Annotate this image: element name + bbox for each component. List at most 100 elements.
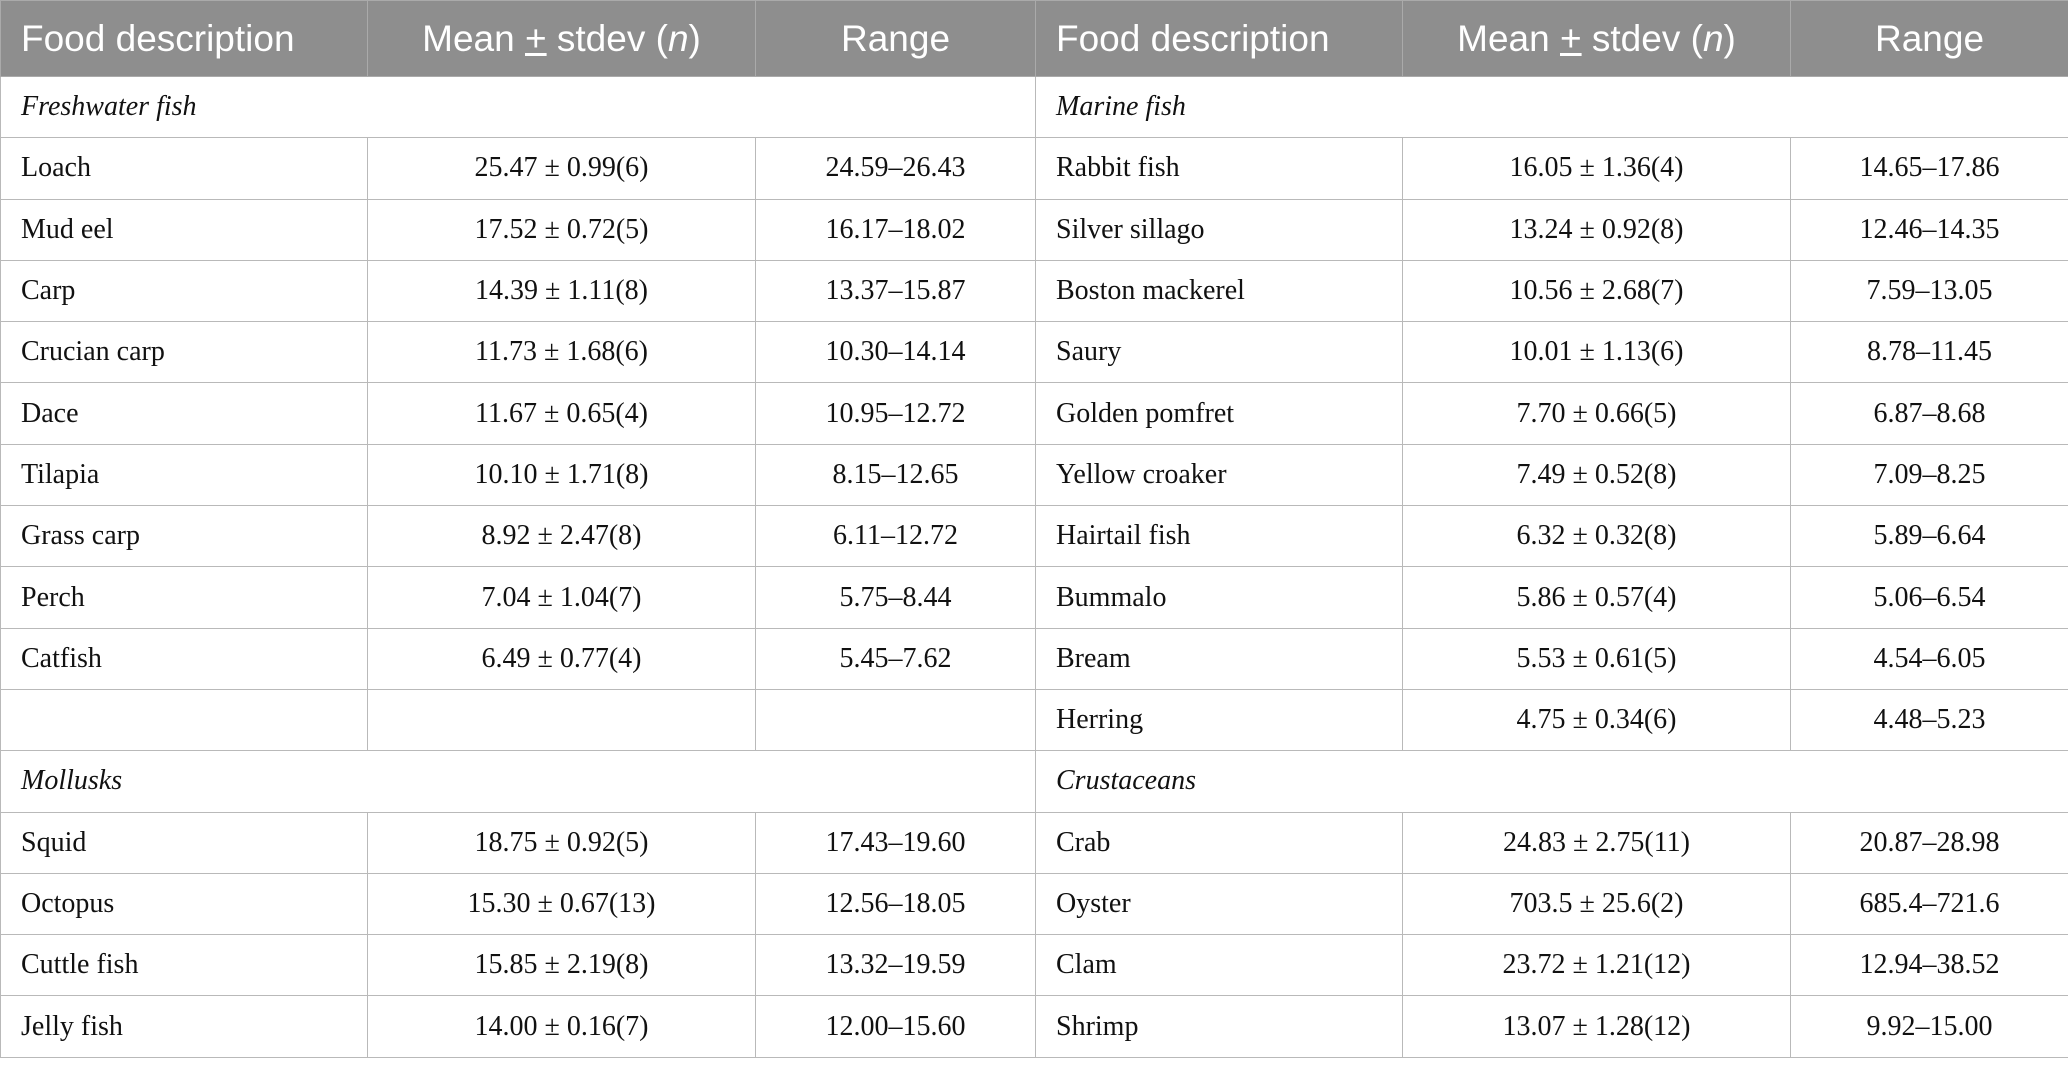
- header-row: Food description Mean + stdev (n) Range …: [0, 0, 2068, 77]
- right-food-name-cell: Crab: [1035, 811, 1403, 874]
- left-range-cell: 8.15–12.65: [755, 443, 1036, 507]
- left-food-name-cell: Perch: [0, 566, 368, 629]
- right-range-cell: 5.89–6.64: [1790, 505, 2068, 568]
- left-food-name-cell: Dace: [0, 382, 368, 445]
- left-mean-stdev-cell: 17.52 ± 0.72(5): [367, 198, 756, 261]
- left-mean-stdev-cell: 18.75 ± 0.92(5): [367, 811, 756, 874]
- table-row: Perch 7.04 ± 1.04(7) 5.75–8.44 Bummalo 5.86 …: [0, 566, 2068, 629]
- right-range-cell: 6.87–8.68: [1790, 382, 2068, 445]
- table-row: Tilapia 10.10 ± 1.71(8) 8.15–12.65 Yellow c…: [0, 443, 2068, 507]
- right-mean-stdev-cell: 10.01 ± 1.13(6): [1402, 321, 1791, 384]
- left-range-cell: 5.45–7.62: [755, 627, 1036, 690]
- header-food-description: Food description: [1035, 0, 1403, 77]
- table-row: Grass carp 8.92 ± 2.47(8) 6.11–12.72 Hairta…: [0, 505, 2068, 568]
- left-range-cell: 10.30–14.14: [755, 321, 1036, 384]
- left-mean-stdev-cell: 15.30 ± 0.67(13): [367, 872, 756, 936]
- right-mean-stdev-cell: 6.32 ± 0.32(8): [1402, 505, 1791, 568]
- right-food-name-cell: Bummalo: [1035, 566, 1403, 629]
- left-food-name-cell: Jelly fish: [0, 995, 368, 1058]
- right-range-cell: 20.87–28.98: [1790, 811, 2068, 874]
- table-row: Jelly fish 14.00 ± 0.16(7) 12.00–15.60 Shri…: [0, 995, 2068, 1058]
- left-mean-stdev-cell: 25.47 ± 0.99(6): [367, 137, 756, 200]
- category-row: Mollusks Crustaceans: [0, 750, 2068, 813]
- header-mean-stdev: Mean + stdev (n): [1402, 0, 1791, 77]
- left-mean-stdev-cell: 7.04 ± 1.04(7): [367, 566, 756, 629]
- right-range-cell: 4.48–5.23: [1790, 688, 2068, 752]
- right-mean-stdev-cell: 13.07 ± 1.28(12): [1402, 995, 1791, 1058]
- left-food-name-cell: Octopus: [0, 872, 368, 936]
- right-range-cell: 9.92–15.00: [1790, 995, 2068, 1058]
- header-food-description: Food description: [0, 0, 368, 77]
- right-mean-stdev-cell: 16.05 ± 1.36(4): [1402, 137, 1791, 200]
- right-food-name-cell: Shrimp: [1035, 995, 1403, 1058]
- table-row: Octopus 15.30 ± 0.67(13) 12.56–18.05 Oyster…: [0, 872, 2068, 936]
- left-mean-stdev-cell: [367, 688, 756, 752]
- left-food-name-cell: Mud eel: [0, 198, 368, 261]
- header-range: Range: [1790, 0, 2068, 77]
- left-range-cell: 12.00–15.60: [755, 995, 1036, 1058]
- right-food-name-cell: Saury: [1035, 321, 1403, 384]
- left-range-cell: 16.17–18.02: [755, 198, 1036, 261]
- left-mean-stdev-cell: 11.67 ± 0.65(4): [367, 382, 756, 445]
- left-range-cell: 13.37–15.87: [755, 259, 1036, 323]
- left-food-name-cell: Tilapia: [0, 443, 368, 507]
- table-row: Cuttle fish 15.85 ± 2.19(8) 13.32–19.59 Cla…: [0, 934, 2068, 997]
- right-food-name-cell: Rabbit fish: [1035, 137, 1403, 200]
- left-food-name-cell: Carp: [0, 259, 368, 323]
- right-mean-stdev-cell: 7.70 ± 0.66(5): [1402, 382, 1791, 445]
- left-food-name-cell: Loach: [0, 137, 368, 200]
- right-food-name-cell: Yellow croaker: [1035, 443, 1403, 507]
- right-food-name-cell: Bream: [1035, 627, 1403, 690]
- right-category-label: Marine fish: [1035, 75, 2068, 139]
- left-range-cell: 5.75–8.44: [755, 566, 1036, 629]
- right-range-cell: 12.46–14.35: [1790, 198, 2068, 261]
- left-food-name-cell: Squid: [0, 811, 368, 874]
- table-row: Mud eel 17.52 ± 0.72(5) 16.17–18.02 Silver …: [0, 198, 2068, 261]
- left-mean-stdev-cell: 6.49 ± 0.77(4): [367, 627, 756, 690]
- left-food-name-cell: Crucian carp: [0, 321, 368, 384]
- right-range-cell: 14.65–17.86: [1790, 137, 2068, 200]
- left-category-label: Mollusks: [0, 750, 1036, 813]
- right-range-cell: 685.4–721.6: [1790, 872, 2068, 936]
- left-mean-stdev-cell: 15.85 ± 2.19(8): [367, 934, 756, 997]
- table-row: Dace 11.67 ± 0.65(4) 10.95–12.72 Golden pom…: [0, 382, 2068, 445]
- left-range-cell: 24.59–26.43: [755, 137, 1036, 200]
- right-mean-stdev-cell: 10.56 ± 2.68(7): [1402, 259, 1791, 323]
- right-range-cell: 12.94–38.52: [1790, 934, 2068, 997]
- left-mean-stdev-cell: 8.92 ± 2.47(8): [367, 505, 756, 568]
- right-mean-stdev-cell: 5.86 ± 0.57(4): [1402, 566, 1791, 629]
- header-mean-stdev: Mean + stdev (n): [367, 0, 756, 77]
- right-range-cell: 5.06–6.54: [1790, 566, 2068, 629]
- table-row: Crucian carp 11.73 ± 1.68(6) 10.30–14.14 Sa…: [0, 321, 2068, 384]
- table-row: Catfish 6.49 ± 0.77(4) 5.45–7.62 Bream 5.53 …: [0, 627, 2068, 690]
- header-range: Range: [755, 0, 1036, 77]
- left-mean-stdev-cell: 14.39 ± 1.11(8): [367, 259, 756, 323]
- right-mean-stdev-cell: 5.53 ± 0.61(5): [1402, 627, 1791, 690]
- right-food-name-cell: Oyster: [1035, 872, 1403, 936]
- left-range-cell: 6.11–12.72: [755, 505, 1036, 568]
- right-range-cell: 4.54–6.05: [1790, 627, 2068, 690]
- left-range-cell: [755, 688, 1036, 752]
- left-food-name-cell: Catfish: [0, 627, 368, 690]
- right-category-label: Crustaceans: [1035, 750, 2068, 813]
- category-row: Freshwater fish Marine fish: [0, 75, 2068, 139]
- left-mean-stdev-cell: 10.10 ± 1.71(8): [367, 443, 756, 507]
- table-row: Loach 25.47 ± 0.99(6) 24.59–26.43 Rabbit fi…: [0, 137, 2068, 200]
- left-range-cell: 17.43–19.60: [755, 811, 1036, 874]
- right-mean-stdev-cell: 23.72 ± 1.21(12): [1402, 934, 1791, 997]
- right-range-cell: 7.59–13.05: [1790, 259, 2068, 323]
- left-food-name-cell: Cuttle fish: [0, 934, 368, 997]
- left-range-cell: 12.56–18.05: [755, 872, 1036, 936]
- left-range-cell: 10.95–12.72: [755, 382, 1036, 445]
- left-range-cell: 13.32–19.59: [755, 934, 1036, 997]
- right-mean-stdev-cell: 7.49 ± 0.52(8): [1402, 443, 1791, 507]
- right-food-name-cell: Clam: [1035, 934, 1403, 997]
- left-mean-stdev-cell: 14.00 ± 0.16(7): [367, 995, 756, 1058]
- right-mean-stdev-cell: 4.75 ± 0.34(6): [1402, 688, 1791, 752]
- left-category-label: Freshwater fish: [0, 75, 1036, 139]
- right-food-name-cell: Herring: [1035, 688, 1403, 752]
- right-food-name-cell: Hairtail fish: [1035, 505, 1403, 568]
- table-row: Squid 18.75 ± 0.92(5) 17.43–19.60 Crab 24.83…: [0, 811, 2068, 874]
- right-food-name-cell: Golden pomfret: [1035, 382, 1403, 445]
- right-food-name-cell: Silver sillago: [1035, 198, 1403, 261]
